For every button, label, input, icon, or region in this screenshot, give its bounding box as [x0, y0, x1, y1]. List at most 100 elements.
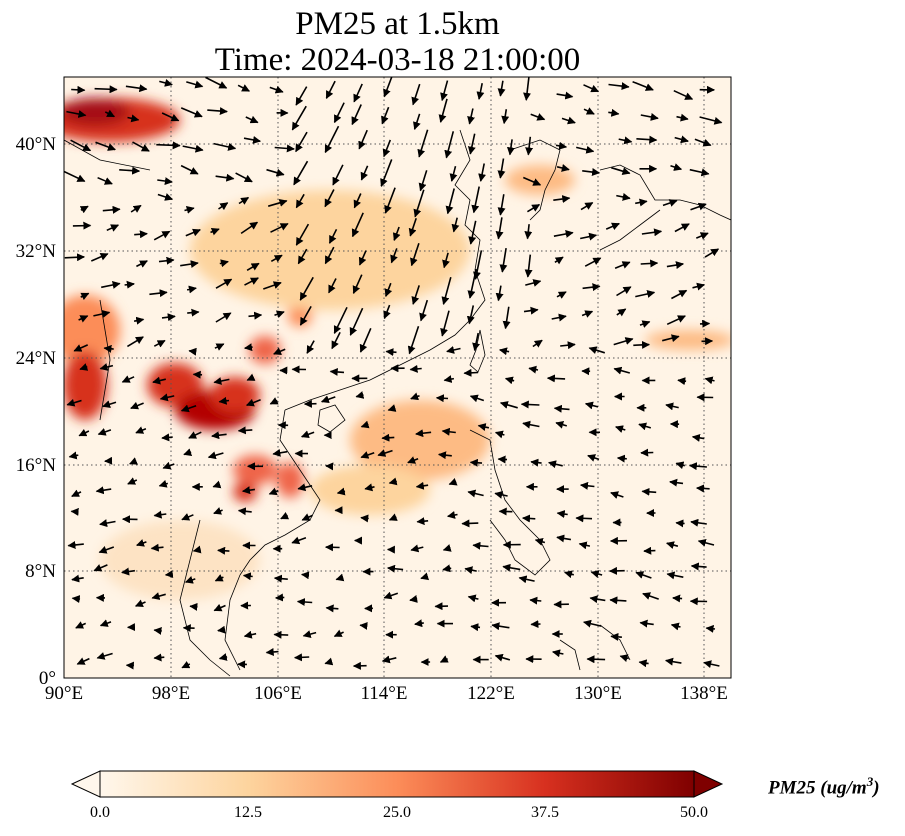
wind-arrow [476, 83, 485, 100]
wind-arrow [180, 404, 197, 413]
wind-arrow [560, 341, 576, 350]
wind-arrow [237, 84, 251, 92]
wind-arrow [267, 198, 288, 207]
wind-arrow [64, 170, 86, 183]
wind-arrow [583, 107, 595, 115]
wind-arrow [355, 391, 365, 399]
wind-arrow [324, 246, 335, 265]
wind-arrow [518, 575, 535, 584]
wind-arrow [265, 648, 279, 656]
wind-arrow [381, 433, 395, 442]
wind-arrow [583, 84, 600, 93]
wind-arrow [613, 366, 631, 375]
wind-arrow [103, 344, 114, 353]
wind-arrow [351, 104, 362, 126]
wind-arrow [666, 315, 686, 326]
wind-arrow [580, 202, 594, 211]
wind-arrow [467, 268, 477, 299]
wind-arrow [590, 570, 603, 578]
wind-arrow [270, 222, 289, 233]
wind-arrow [158, 256, 175, 265]
wind-arrow [525, 279, 542, 287]
wind-arrow [575, 514, 593, 523]
colorbar: 0.0 12.5 25.0 37.5 50.0 [70, 770, 724, 821]
wind-arrow [213, 507, 223, 515]
wind-arrow [417, 129, 429, 158]
wind-arrow [161, 112, 180, 122]
wind-arrow [274, 144, 295, 153]
wind-arrow [186, 80, 204, 89]
wind-arrow [387, 404, 397, 412]
wind-arrow [688, 462, 707, 471]
wind-arrow [419, 299, 429, 322]
wind-arrow [691, 433, 705, 442]
wind-arrow [674, 135, 689, 144]
wind-arrow [297, 483, 313, 492]
wind-arrow [522, 176, 542, 186]
wind-arrow [410, 392, 420, 401]
wind-arrow [551, 313, 567, 322]
wind-arrow [387, 564, 404, 573]
wind-arrow [467, 108, 475, 125]
wind-arrow [522, 420, 540, 429]
wind-arrow [215, 278, 233, 289]
wind-arrow [180, 107, 203, 118]
colorbar-extend-low [70, 770, 101, 798]
wind-arrow [677, 377, 687, 386]
wind-arrow [153, 230, 171, 241]
wind-arrow [440, 310, 450, 337]
colorbar-tick: 37.5 [531, 804, 559, 821]
wind-arrow [616, 286, 632, 297]
wind-arrow [71, 574, 84, 583]
wind-arrow [444, 131, 455, 159]
wind-arrow [666, 571, 684, 580]
wind-arrow [215, 312, 232, 323]
wind-arrow [129, 457, 138, 465]
wind-arrow [694, 138, 712, 147]
wind-arrow [246, 373, 256, 381]
wind-arrow [244, 343, 253, 352]
wind-arrow [478, 163, 487, 182]
wind-arrow [240, 221, 259, 235]
wind-arrow [495, 285, 504, 302]
wind-arrow [192, 370, 203, 379]
wind-arrow [383, 304, 391, 320]
wind-arrow [212, 480, 222, 489]
wind-arrow [268, 487, 279, 496]
wind-arrow [183, 448, 193, 456]
wind-arrow [328, 278, 337, 294]
wind-arrow [556, 534, 572, 543]
wind-arrow [218, 396, 230, 405]
wind-arrow [699, 116, 723, 125]
wind-arrow [243, 630, 257, 639]
wind-arrow [392, 226, 401, 242]
wind-arrow [246, 262, 260, 271]
wind-arrow [553, 404, 570, 413]
wind-arrow [102, 205, 121, 214]
wind-arrow [633, 340, 650, 349]
wind-arrow [272, 448, 288, 457]
wind-arrow [446, 346, 461, 354]
wind-arrow [504, 376, 515, 385]
wind-arrow [466, 305, 475, 325]
wind-arrow [76, 657, 90, 665]
wind-arrow [97, 176, 113, 185]
wind-arrow [588, 346, 606, 354]
wind-arrow [384, 187, 396, 214]
wind-arrow [205, 77, 228, 89]
wind-arrow [351, 212, 364, 238]
wind-arrow [673, 89, 694, 100]
wind-arrow [441, 276, 452, 305]
wind-arrow [333, 306, 348, 335]
wind-arrow [162, 461, 175, 470]
wind-arrow [495, 217, 504, 240]
wind-arrow [385, 348, 397, 357]
wind-arrow [381, 655, 397, 664]
wind-arrow [641, 228, 663, 237]
wind-arrow [467, 133, 476, 155]
wind-arrow [75, 621, 87, 629]
wind-arrow [295, 86, 308, 106]
wind-arrow [477, 423, 490, 432]
wind-arrow [665, 402, 679, 411]
wind-arrow [438, 451, 452, 460]
